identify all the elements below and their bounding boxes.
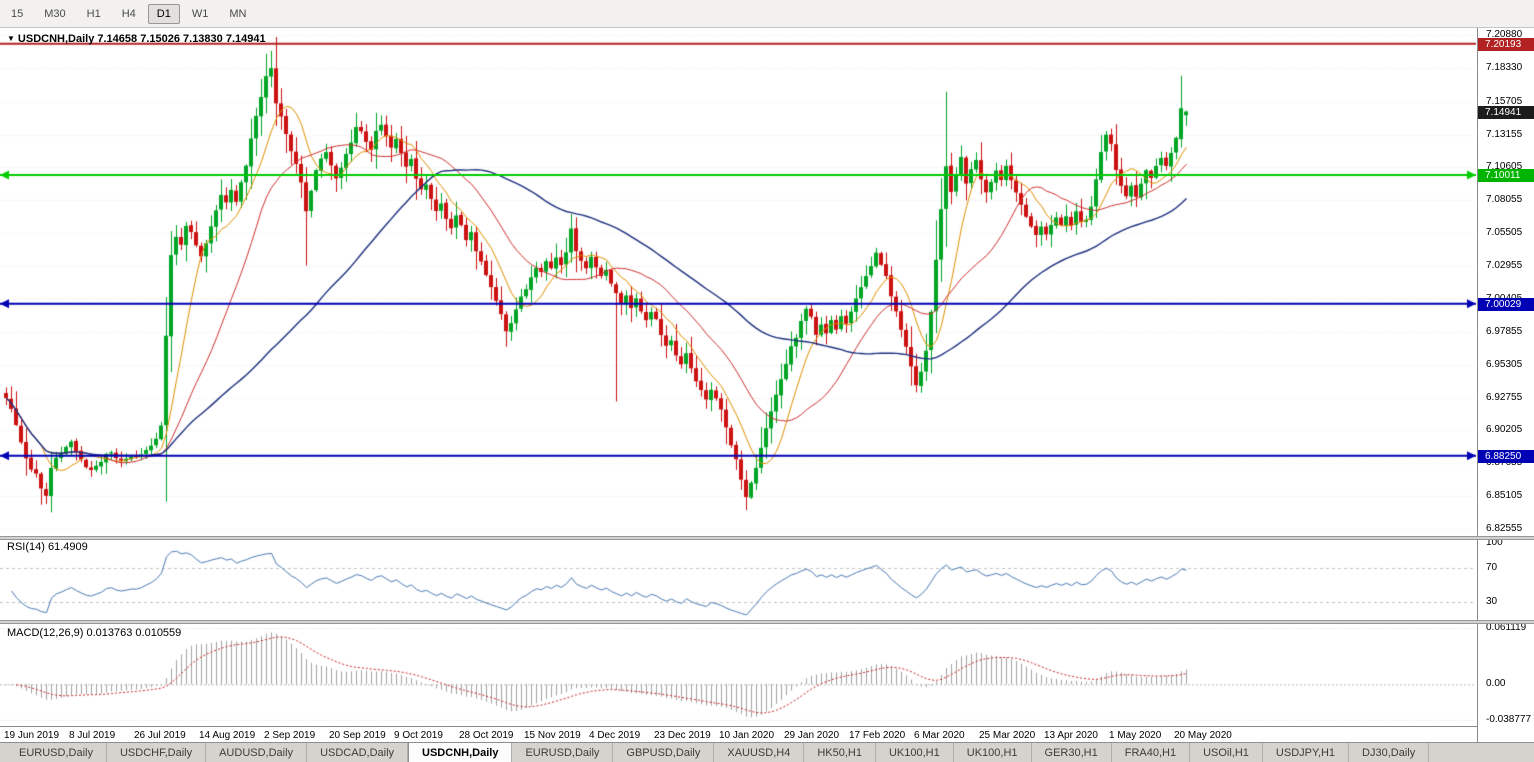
time-axis-label: 20 May 2020 [1174, 730, 1232, 741]
time-axis-label: 9 Oct 2019 [394, 730, 443, 741]
chart-tab-usoil-h1[interactable]: USOil,H1 [1190, 743, 1263, 762]
price-tick-label: 6.95305 [1486, 358, 1523, 370]
price-badge: 7.10011 [1478, 169, 1534, 183]
timeframe-button-h1[interactable]: H1 [86, 7, 101, 20]
chart-tab-eurusd-daily[interactable]: EURUSD,Daily [6, 743, 107, 762]
time-axis-label: 23 Dec 2019 [654, 730, 711, 741]
price-chart-canvas[interactable] [0, 28, 1477, 742]
time-axis-label: 17 Feb 2020 [849, 730, 906, 741]
macd-scale-label: 0.061119 [1486, 622, 1527, 633]
chart-tab-gbpusd-daily[interactable]: GBPUSD,Daily [613, 743, 715, 762]
time-axis-label: 25 Mar 2020 [979, 730, 1036, 741]
time-axis-label: 26 Jul 2019 [134, 730, 186, 741]
timeframe-button-h4[interactable]: H4 [121, 7, 136, 20]
time-axis-label: 2 Sep 2019 [264, 730, 316, 741]
chart-tabs-bar: EURUSD,Daily USDCHF,Daily AUDUSD,Daily USDC… [0, 742, 1534, 762]
macd-scale-label: -0.038777 [1486, 714, 1532, 725]
timeframe-button-d1[interactable]: D1 [147, 3, 180, 24]
timeframe-toolbar: 15 M30 H1 H4 D1 W1 MN [0, 0, 1534, 28]
price-tick-label: 7.08055 [1486, 194, 1523, 206]
macd-indicator-label: MACD(12,26,9) 0.013763 0.010559 [7, 627, 182, 639]
time-axis-label: 1 May 2020 [1109, 730, 1162, 741]
time-axis-label: 4 Dec 2019 [589, 730, 641, 741]
rsi-scale-label: 30 [1486, 596, 1498, 607]
chart-tab-eurusd-daily[interactable]: EURUSD,Daily [512, 743, 614, 762]
price-tick-label: 7.20880 [1486, 28, 1523, 40]
price-tick-label: 7.10605 [1486, 161, 1523, 173]
price-tick-label: 7.13155 [1486, 128, 1523, 140]
price-tick-label: 6.92755 [1486, 391, 1523, 403]
rsi-scale-label: 70 [1486, 562, 1498, 573]
price-badge: 7.14941 [1478, 105, 1534, 119]
price-tick-label: 6.90205 [1486, 424, 1523, 436]
time-axis-label: 14 Aug 2019 [199, 730, 256, 741]
timeframe-button-15[interactable]: 15 [11, 7, 24, 20]
collapse-triangle-icon[interactable]: ▼ [7, 34, 15, 43]
rsi-scale-label: 100 [1486, 536, 1503, 548]
chart-tab-ger30-h1[interactable]: GER30,H1 [1032, 743, 1112, 762]
time-axis-label: 6 Mar 2020 [914, 730, 965, 741]
price-tick-label: 7.02955 [1486, 260, 1523, 272]
chart-title: ▼ USDCNH,Daily 7.14658 7.15026 7.13830 7.… [7, 33, 266, 45]
chart-tab-xauusd-h4[interactable]: XAUUSD,H4 [714, 743, 805, 762]
time-axis-label: 29 Jan 2020 [784, 730, 840, 741]
timeframe-button-m30[interactable]: M30 [44, 7, 66, 20]
price-scale[interactable]: 7.20880 7.18330 7.15705 7.13155 7.10605 7.080… [1477, 28, 1534, 742]
time-axis[interactable]: 19 Jun 2019 8 Jul 2019 26 Jul 2019 14 Aug 2… [0, 726, 1534, 742]
time-axis-label: 20 Sep 2019 [329, 730, 386, 741]
chart-tab-audusd-daily[interactable]: AUDUSD,Daily [206, 743, 308, 762]
price-tick-label: 6.82555 [1486, 523, 1523, 535]
price-tick-label: 6.97855 [1486, 325, 1523, 337]
panel-splitter[interactable] [0, 536, 1534, 540]
time-axis-label: 10 Jan 2020 [719, 730, 775, 741]
chart-tab-dj30-daily[interactable]: DJ30,Daily [1349, 743, 1430, 762]
chart-tab-fra40-h1[interactable]: FRA40,H1 [1112, 743, 1191, 762]
time-axis-label: 19 Jun 2019 [4, 730, 60, 741]
time-axis-label: 8 Jul 2019 [69, 730, 116, 741]
price-tick-label: 7.18330 [1486, 61, 1523, 73]
price-tick-label: 6.87655 [1486, 457, 1523, 469]
price-badge: 7.20193 [1478, 37, 1534, 51]
time-axis-label: 28 Oct 2019 [459, 730, 514, 741]
chart-tab-usdjpy-h1[interactable]: USDJPY,H1 [1263, 743, 1350, 762]
price-tick-label: 6.85105 [1486, 490, 1523, 502]
time-axis-label: 15 Nov 2019 [524, 730, 581, 741]
price-tick-label: 7.15705 [1486, 95, 1523, 107]
price-badge: 6.88250 [1478, 449, 1534, 463]
price-badge: 7.00029 [1478, 297, 1534, 311]
chart-tab-uk100-h1[interactable]: UK100,H1 [954, 743, 1032, 762]
chart-tab-usdchf-daily[interactable]: USDCHF,Daily [107, 743, 207, 762]
panel-splitter[interactable] [0, 620, 1534, 624]
chart-tab-usdcad-daily[interactable]: USDCAD,Daily [307, 743, 409, 762]
chart-tab-uk100-h1[interactable]: UK100,H1 [876, 743, 954, 762]
chart-tab-usdcnh-daily[interactable]: USDCNH,Daily [408, 743, 513, 762]
rsi-indicator-label: RSI(14) 61.4909 [7, 541, 88, 553]
chart-tab-hk50-h1[interactable]: HK50,H1 [804, 743, 876, 762]
time-axis-label: 13 Apr 2020 [1044, 730, 1098, 741]
timeframe-button-w1[interactable]: W1 [191, 7, 209, 20]
macd-scale-label: 0.00 [1486, 678, 1506, 690]
timeframe-button-mn[interactable]: MN [229, 7, 247, 20]
chart-title-text: USDCNH,Daily 7.14658 7.15026 7.13830 7.1… [17, 33, 266, 45]
chart-area: ▼ USDCNH,Daily 7.14658 7.15026 7.13830 7.… [0, 28, 1534, 742]
price-tick-label: 7.05505 [1486, 227, 1523, 239]
